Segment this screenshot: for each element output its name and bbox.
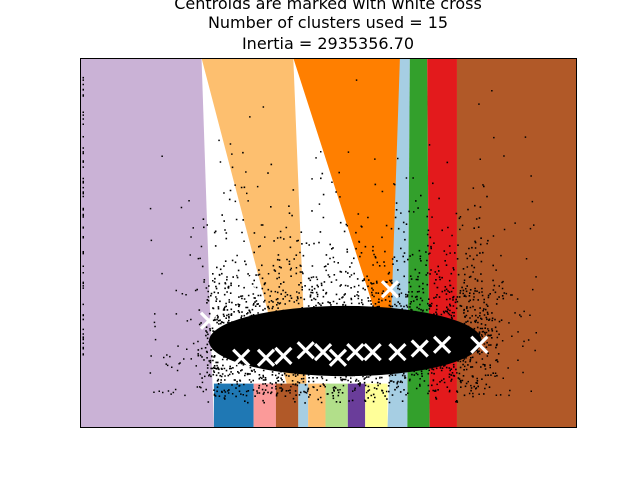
cluster-region (80, 58, 214, 428)
centroid-marker (274, 346, 293, 365)
centroid-marker (199, 311, 219, 330)
centroid-marker (232, 348, 251, 367)
cluster-region (253, 383, 276, 428)
cluster-region (456, 58, 576, 428)
cluster-region (407, 58, 430, 428)
point-cloud-mass (208, 305, 482, 377)
cluster-region (275, 383, 299, 428)
centroid-marker (237, 272, 256, 291)
cluster-region (347, 383, 366, 428)
cluster-region (293, 58, 413, 428)
centroid-marker (346, 343, 365, 362)
cluster-region (298, 383, 309, 428)
centroid-marker (328, 348, 348, 367)
centroid-marker (296, 341, 315, 360)
axes-frame (80, 58, 577, 428)
centroid-marker (380, 280, 400, 299)
centroid-marker (363, 343, 382, 362)
centroid-marker (313, 343, 333, 362)
cluster-region (308, 383, 326, 428)
chart-title-line-2: Number of clusters used = 15 (208, 13, 448, 32)
centroid-marker (256, 348, 276, 367)
plot-area (80, 58, 576, 428)
centroid-markers (199, 272, 489, 367)
chart-title-line-1: Centroids are marked with white cross (174, 0, 482, 13)
cluster-regions (80, 58, 576, 428)
chart-title-line-3: Inertia = 2935356.70 (242, 34, 414, 53)
cluster-region (325, 383, 348, 428)
centroid-marker (470, 335, 489, 354)
centroid-marker (388, 343, 407, 362)
centroid-marker (410, 339, 429, 358)
centroid-marker (432, 335, 452, 354)
